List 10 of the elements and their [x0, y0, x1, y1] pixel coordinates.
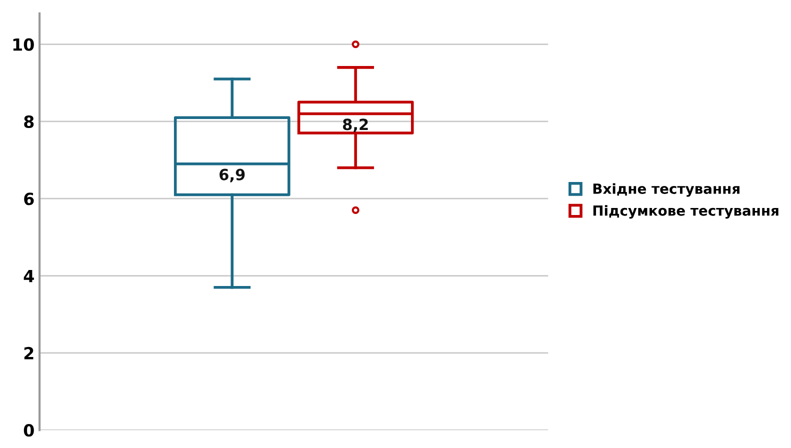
- text: 8,2: [342, 118, 368, 132]
- y-tick-label: 10: [13, 38, 34, 51]
- legend-label: Вхідне тестування: [593, 183, 740, 197]
- y-tick-label: 4: [24, 270, 34, 282]
- y-tick-label: 0: [24, 424, 34, 437]
- y-tick-label: 6: [24, 192, 34, 206]
- y-tick-label: 2: [24, 346, 34, 360]
- legend-label: Підсумкове тестування: [593, 205, 778, 219]
- y-tick-label: 8: [24, 115, 34, 128]
- text: 6,9: [220, 168, 245, 182]
